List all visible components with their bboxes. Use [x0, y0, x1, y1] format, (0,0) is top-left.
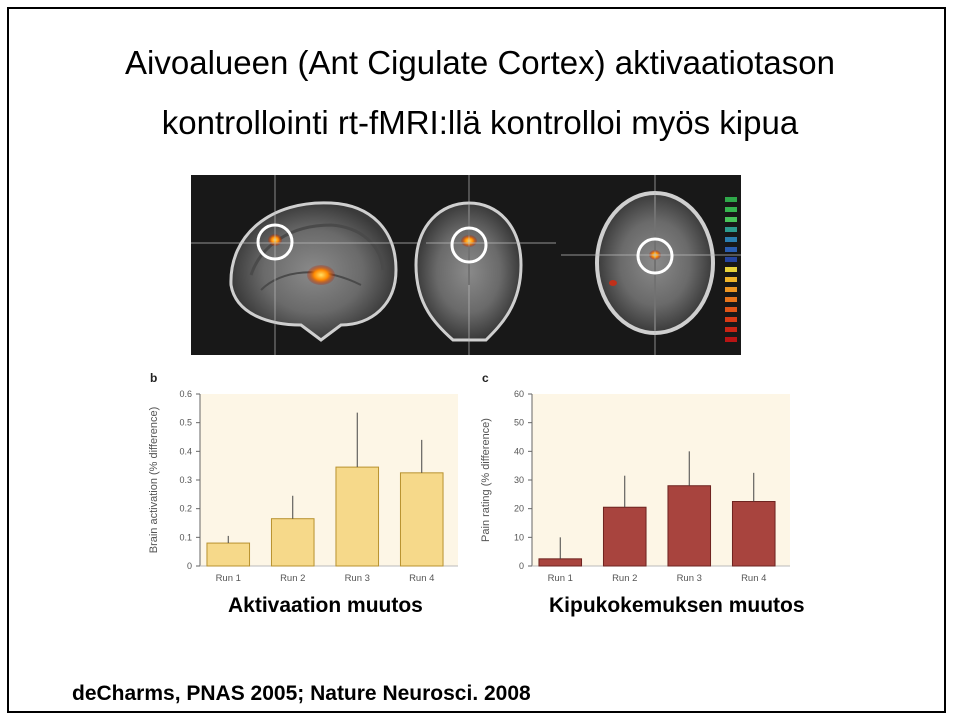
y-tick-label: 20: [514, 504, 524, 514]
y-tick-label: 0.5: [179, 418, 192, 428]
y-tick-label: 60: [514, 389, 524, 399]
panel-label: c: [482, 371, 489, 385]
color-scale-swatch: [725, 337, 737, 342]
color-scale-swatch: [725, 297, 737, 302]
y-tick-label: 10: [514, 532, 524, 542]
y-axis-label: Pain rating (% difference): [480, 418, 492, 542]
color-scale-swatch: [725, 217, 737, 222]
x-tick-label: Run 4: [741, 573, 766, 584]
x-tick-label: Run 2: [612, 573, 637, 584]
bar: [602, 506, 647, 567]
x-tick-label: Run 3: [345, 573, 370, 584]
fmri-brain-scans: [191, 175, 741, 355]
color-scale-swatch: [725, 237, 737, 242]
pain-rating-chart: c Pain rating (% difference) 0 10 20 30 40 50 60…: [480, 371, 790, 584]
caption-pain-change: Kipukokemuksen muutos: [549, 594, 805, 617]
color-scale-swatch: [725, 307, 737, 312]
caption-activation-change: Aktivaation muutos: [228, 594, 423, 617]
color-scale-swatch: [725, 227, 737, 232]
y-tick-label: 0.4: [179, 446, 192, 456]
y-tick-label: 0: [519, 561, 524, 571]
bar: [538, 558, 583, 567]
y-tick-label: 0.2: [179, 504, 192, 514]
color-scale-swatch: [725, 277, 737, 282]
bar: [667, 485, 712, 567]
y-tick-label: 0: [187, 561, 192, 571]
color-scale-swatch: [725, 327, 737, 332]
y-tick-label: 0.6: [179, 389, 192, 399]
color-scale-bar: [725, 197, 737, 342]
axial-scan: [561, 175, 741, 355]
y-axis-label: Brain activation (% difference): [148, 407, 160, 554]
x-tick-label: Run 1: [216, 573, 241, 584]
panel-label: b: [150, 371, 157, 385]
color-scale-swatch: [725, 267, 737, 272]
slide-title-line-1: Aivoalueen (Ant Cigulate Cortex) aktivaa…: [125, 44, 835, 81]
bar: [731, 501, 776, 567]
y-tick-label: 40: [514, 446, 524, 456]
color-scale-swatch: [725, 257, 737, 262]
coronal-scan: [414, 175, 556, 355]
sagittal-scan: [191, 175, 426, 355]
color-scale-swatch: [725, 207, 737, 212]
bar: [399, 472, 444, 567]
slide-frame: [7, 7, 946, 713]
bar: [335, 466, 380, 567]
color-scale-swatch: [725, 197, 737, 202]
x-tick-label: Run 4: [409, 573, 434, 584]
bar: [270, 518, 315, 567]
y-tick-label: 30: [514, 475, 524, 485]
x-tick-label: Run 1: [548, 573, 573, 584]
y-tick-label: 50: [514, 418, 524, 428]
brain-activation-chart: b Brain activation (% difference) 0 0.1 0.2 0…: [148, 371, 458, 584]
x-tick-label: Run 3: [677, 573, 702, 584]
y-tick-label: 0.1: [179, 532, 192, 542]
bar: [206, 542, 251, 567]
y-tick-label: 0.3: [179, 475, 192, 485]
x-tick-label: Run 2: [280, 573, 305, 584]
slide-title-line-2: kontrollointi rt-fMRI:llä kontrolloi myö…: [161, 104, 799, 141]
color-scale-swatch: [725, 287, 737, 292]
color-scale-swatch: [725, 247, 737, 252]
color-scale-swatch: [725, 317, 737, 322]
reference-citation: deCharms, PNAS 2005; Nature Neurosci. 20…: [72, 682, 531, 705]
